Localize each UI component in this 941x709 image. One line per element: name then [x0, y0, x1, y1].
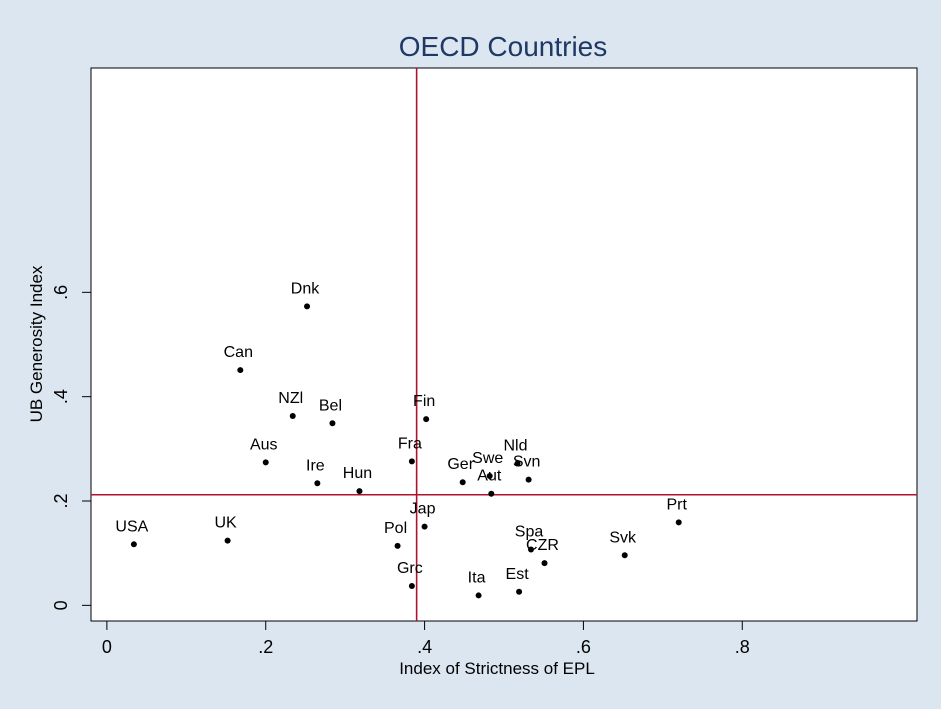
data-point-nld — [514, 460, 521, 467]
data-point-jap — [421, 523, 428, 530]
data-points: USA UK Can Aus NZl Dnk Ire Bel Hun Pol Grc Fra Jap Fi… — [115, 280, 688, 599]
point-label-nzl: NZl — [278, 390, 303, 407]
data-point-ire — [314, 480, 321, 487]
point-label-dnk: Dnk — [291, 280, 320, 297]
point-label-fin: Fin — [413, 393, 435, 410]
point-label-aut: Aut — [477, 468, 502, 485]
point-label-fra: Fra — [398, 435, 422, 452]
data-point-fra — [408, 458, 415, 465]
x-tick-label: .6 — [576, 637, 591, 657]
y-axis-label: UB Generosity Index — [27, 265, 46, 422]
y-tick-label: .2 — [51, 494, 71, 509]
plot-area — [90, 67, 918, 622]
data-point-nzl — [289, 412, 296, 419]
data-point-usa — [130, 541, 137, 548]
x-tick-label: .8 — [735, 637, 750, 657]
point-label-czr: CZR — [526, 537, 559, 554]
point-label-hun: Hun — [343, 465, 372, 482]
data-point-dnk — [304, 303, 311, 310]
y-tick-label: 0 — [51, 600, 71, 610]
data-point-prt — [675, 519, 682, 526]
data-point-hun — [356, 488, 363, 495]
data-point-ita — [475, 592, 482, 599]
point-label-uk: UK — [214, 515, 237, 532]
reference-lines — [91, 68, 917, 621]
point-label-ire: Ire — [306, 457, 325, 474]
point-label-spa: Spa — [515, 524, 544, 541]
data-point-aus — [262, 459, 269, 466]
point-label-est: Est — [506, 566, 530, 583]
data-point-fin — [423, 416, 430, 423]
data-point-can — [237, 367, 244, 374]
data-point-spa — [528, 546, 535, 553]
data-point-svn — [525, 476, 532, 483]
point-label-ger: Ger — [447, 456, 474, 473]
point-label-grc: Grc — [397, 560, 423, 577]
x-axis: 0 .2 .4 .6 .8 — [102, 621, 750, 657]
data-point-czr — [541, 560, 548, 567]
point-label-jap: Jap — [410, 501, 436, 518]
point-label-can: Can — [224, 344, 253, 361]
point-label-svn: Svn — [513, 454, 541, 471]
point-label-prt: Prt — [667, 496, 688, 513]
x-axis-label: Index of Strictness of EPL — [399, 659, 595, 678]
point-label-usa: USA — [115, 518, 148, 535]
y-axis: 0 .2 .4 .6 — [51, 285, 91, 610]
data-point-aut — [488, 490, 495, 497]
x-tick-label: .2 — [258, 637, 273, 657]
data-point-swe — [486, 472, 493, 479]
x-tick-label: .4 — [417, 637, 432, 657]
point-label-pol: Pol — [384, 520, 407, 537]
data-point-est — [516, 588, 523, 595]
point-label-nld: Nld — [503, 437, 527, 454]
chart-title: OECD Countries — [399, 31, 608, 62]
data-point-uk — [224, 537, 231, 544]
data-point-bel — [329, 420, 336, 427]
data-point-pol — [394, 542, 401, 549]
point-label-svk: Svk — [609, 529, 637, 546]
x-tick-label: 0 — [102, 637, 112, 657]
point-label-bel: Bel — [319, 397, 342, 414]
y-tick-label: .4 — [51, 389, 71, 404]
data-point-grc — [408, 583, 415, 590]
point-label-ita: Ita — [468, 569, 486, 586]
point-label-swe: Swe — [472, 450, 503, 467]
point-label-aus: Aus — [250, 436, 278, 453]
data-point-ger — [459, 479, 466, 486]
data-point-svk — [621, 552, 628, 559]
y-tick-label: .6 — [51, 285, 71, 300]
